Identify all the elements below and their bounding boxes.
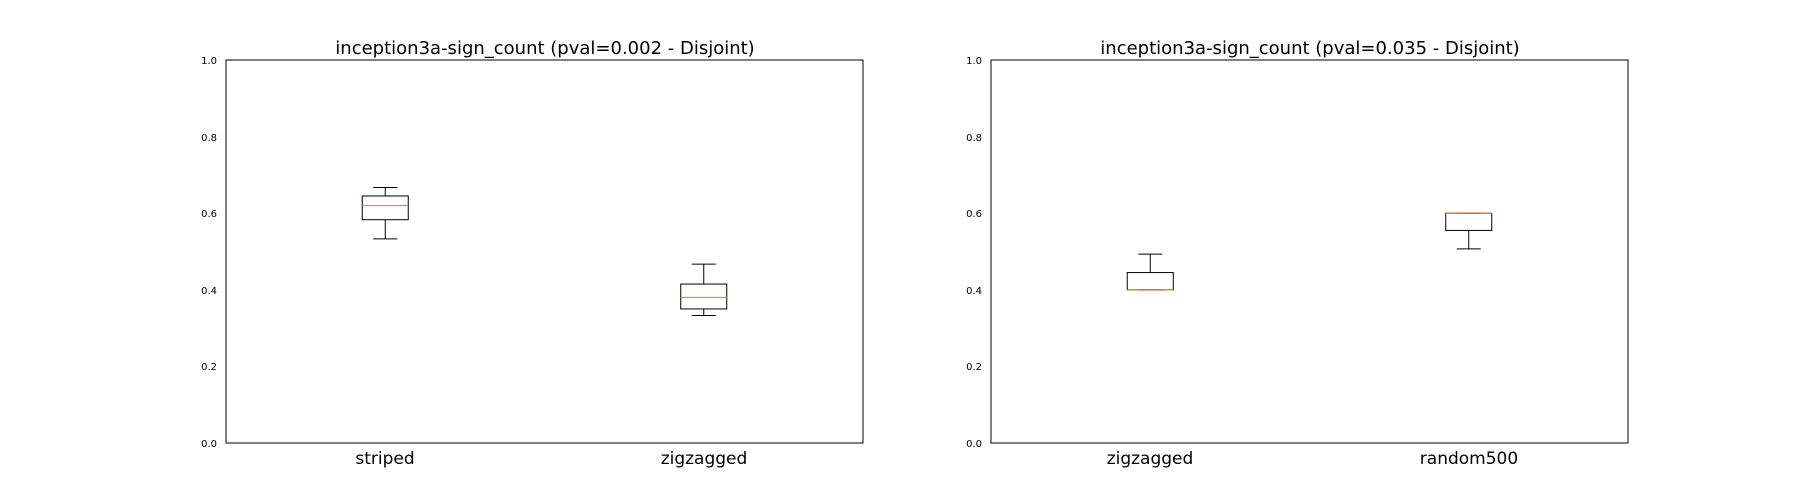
box-striped	[361, 187, 409, 240]
y-tick-label: 0.8	[966, 133, 982, 144]
y-axis: 0.0 0.2 0.4 0.6 0.8 1.0	[966, 56, 982, 450]
x-tick-label: random500	[1420, 449, 1518, 469]
chart-panel-right: inception3a-sign_count (pval=0.035 - Dis…	[966, 38, 1629, 469]
box-iqr	[1445, 212, 1493, 231]
chart-panel-left: inception3a-sign_count (pval=0.002 - Dis…	[201, 38, 864, 469]
y-tick-label: 0.2	[201, 362, 217, 373]
plot-area-frame	[990, 59, 1629, 444]
y-axis: 0.0 0.2 0.4 0.6 0.8 1.0	[201, 56, 217, 450]
chart-title: inception3a-sign_count (pval=0.035 - Dis…	[1100, 38, 1519, 59]
x-tick-label: zigzagged	[661, 449, 748, 469]
box-zigzagged	[1126, 253, 1174, 291]
box-zigzagged	[680, 263, 728, 316]
box-iqr	[1126, 272, 1174, 291]
x-tick-label: zigzagged	[1107, 449, 1194, 469]
y-tick-label: 0.4	[201, 286, 217, 297]
box-iqr	[361, 195, 409, 221]
y-tick-label: 0.4	[966, 286, 982, 297]
y-tick-label: 0.0	[201, 439, 217, 450]
y-tick-label: 0.8	[201, 133, 217, 144]
plot-area-frame	[225, 59, 864, 444]
y-tick-label: 1.0	[966, 56, 982, 67]
box-random500	[1445, 212, 1493, 250]
y-tick-label: 0.0	[966, 439, 982, 450]
box-iqr	[680, 283, 728, 310]
y-tick-label: 0.6	[201, 209, 217, 220]
y-tick-label: 1.0	[201, 56, 217, 67]
x-tick-label: striped	[355, 449, 414, 469]
y-tick-label: 0.2	[966, 362, 982, 373]
x-axis: striped zigzagged	[355, 449, 747, 469]
x-axis: zigzagged random500	[1107, 449, 1519, 469]
chart-title: inception3a-sign_count (pval=0.002 - Dis…	[335, 38, 754, 59]
y-tick-label: 0.6	[966, 209, 982, 220]
boxes	[361, 187, 728, 316]
boxes	[1126, 212, 1493, 291]
